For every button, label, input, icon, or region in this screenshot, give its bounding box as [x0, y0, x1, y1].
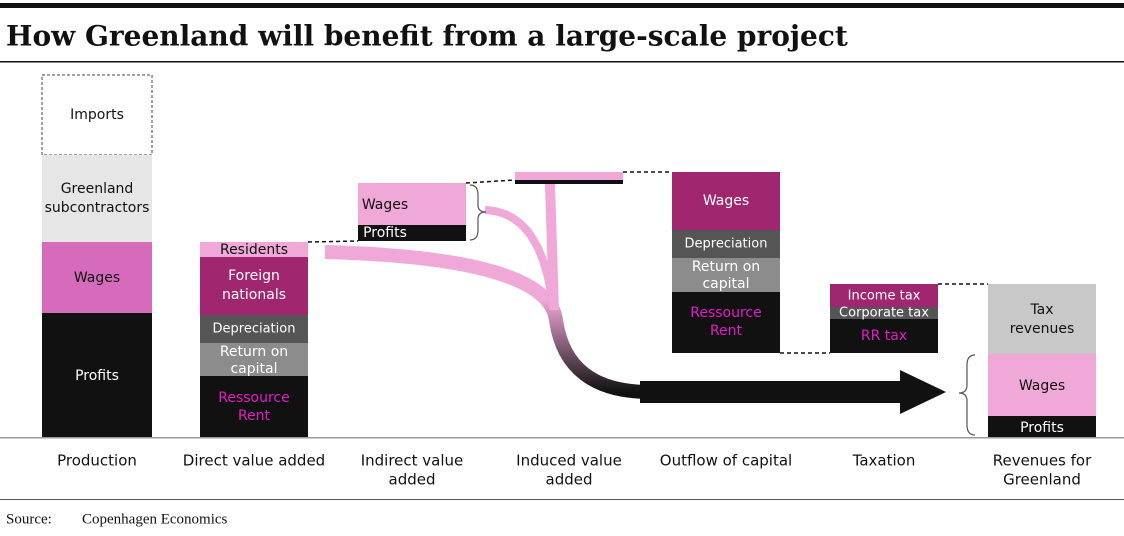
segment	[672, 292, 780, 353]
segment	[42, 155, 152, 242]
segment-label: Wages	[362, 197, 408, 213]
segment	[200, 376, 308, 438]
segment	[672, 258, 780, 292]
segment-label: Profits	[363, 225, 407, 241]
category-label: Induced value	[516, 452, 622, 470]
segment	[988, 416, 1096, 438]
category-label: added	[546, 471, 593, 489]
segment	[830, 307, 938, 319]
segment-label: Ressource	[218, 390, 290, 406]
segment	[200, 242, 308, 257]
segment-label: Wages	[703, 193, 749, 209]
segment	[672, 230, 780, 258]
segment-label: Profits	[1020, 420, 1064, 436]
category-label: Indirect value	[361, 452, 464, 470]
category-label: Taxation	[852, 452, 916, 470]
segment	[41, 74, 153, 156]
connector	[307, 171, 988, 354]
bracket	[958, 354, 976, 436]
segment	[200, 257, 308, 315]
segment	[200, 315, 308, 343]
bracket	[469, 184, 487, 241]
segment-label: Return on	[692, 259, 760, 275]
baseline	[0, 437, 1124, 439]
segment-label: Wages	[1019, 378, 1065, 394]
segment	[830, 284, 938, 307]
segment-label: Foreign	[228, 268, 280, 284]
segment-label: Rent	[710, 323, 743, 339]
segment-label: subcontractors	[45, 200, 150, 216]
segment	[42, 242, 152, 313]
segment-label: nationals	[222, 287, 286, 303]
segment-label: capital	[230, 361, 277, 377]
top-rule	[0, 3, 1124, 8]
segment-label: RR tax	[861, 328, 907, 344]
segment	[988, 284, 1096, 354]
source-rule	[0, 499, 1124, 500]
segment-label: Wages	[74, 270, 120, 286]
segment-label: Imports	[70, 107, 124, 123]
category-label: added	[389, 471, 436, 489]
title: How Greenland will benefit from a large-…	[6, 20, 848, 53]
segment-label: Depreciation	[685, 237, 768, 252]
segment	[672, 172, 780, 230]
segment-label: Corporate tax	[839, 306, 929, 321]
segment-label: Tax	[1029, 302, 1053, 318]
segment-label: Profits	[75, 368, 119, 384]
source-text: Copenhagen Economics	[82, 511, 228, 527]
segment	[358, 225, 466, 241]
segment-label: capital	[702, 276, 749, 292]
flow	[324, 183, 946, 414]
category-label: Greenland	[1003, 471, 1081, 489]
segment-label: Depreciation	[213, 322, 296, 337]
category-label: Production	[57, 452, 137, 470]
segment-label: revenues	[1010, 321, 1075, 337]
segment-label: Ressource	[690, 305, 762, 321]
segment	[42, 313, 152, 438]
segment	[830, 319, 938, 353]
title-rule	[0, 61, 1124, 63]
segment	[200, 343, 308, 376]
segment-label: Residents	[220, 242, 288, 258]
segment-label: Rent	[238, 408, 271, 424]
category-label: Outflow of capital	[660, 452, 792, 470]
segment	[988, 354, 1096, 416]
category-label: Direct value added	[183, 452, 325, 470]
segment-label: Greenland	[61, 181, 134, 197]
category-label: Revenues for	[993, 452, 1092, 470]
segment	[358, 183, 466, 225]
segment-label: Income tax	[848, 289, 921, 304]
segment	[515, 180, 623, 184]
segment-label: Return on	[220, 344, 288, 360]
segment	[515, 172, 623, 180]
source-label: Source:	[6, 511, 52, 527]
